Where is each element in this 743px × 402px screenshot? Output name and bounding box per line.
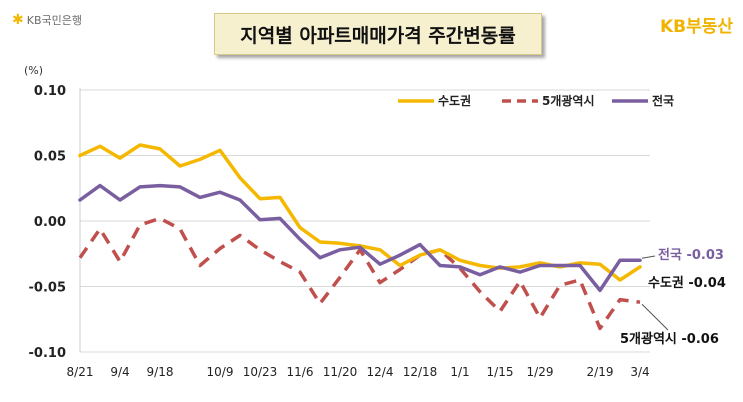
y-tick-label: 0.00 (34, 215, 66, 230)
x-tick-label: 10/23 (243, 365, 278, 379)
grid-lines (80, 89, 650, 353)
series-lines (78, 143, 642, 331)
legend-label-capital: 수도권 (438, 94, 471, 108)
y-tick-label: 0.10 (34, 84, 66, 99)
x-tick-label: 3/4 (630, 365, 649, 379)
y-tick-label: -0.10 (29, 346, 66, 361)
kb-bank-logo: ✱ KB국민은행 (12, 12, 82, 28)
y-tick-label: -0.05 (29, 281, 66, 296)
end-label-national: 전국 -0.03 (658, 247, 724, 263)
end-labels: 전국 -0.03 수도권 -0.04 5개광역시 -0.06 (620, 247, 726, 347)
x-tick-label: 8/21 (67, 365, 94, 379)
end-label-pointer-metro (641, 303, 669, 331)
legend-label-metro: 5개광역시 (542, 93, 595, 108)
series-line-national (78, 183, 642, 293)
x-tick-label: 11/6 (287, 365, 314, 379)
end-label-metro: 5개광역시 -0.06 (620, 331, 719, 347)
x-tick-label: 9/18 (147, 365, 174, 379)
chart-title-box: 지역별 아파트매매가격 주간변동률 (214, 13, 542, 55)
x-tick-label: 1/29 (527, 365, 554, 379)
y-tick-label: 0.05 (34, 150, 66, 165)
kb-realestate-logo: KB부동산 (659, 17, 733, 37)
y-unit-label: (%) (24, 64, 43, 77)
series-line-capital (78, 143, 642, 282)
end-label-capital: 수도권 -0.04 (648, 276, 726, 291)
chart-title: 지역별 아파트매매가격 주간변동률 (240, 24, 516, 47)
x-tick-label: 1/15 (487, 365, 514, 379)
x-tick-label: 9/4 (110, 365, 129, 379)
legend-label-national: 전국 (652, 93, 674, 108)
end-label-pointer-national (641, 255, 656, 259)
x-tick-label: 10/9 (207, 365, 234, 379)
axes: 0.10 0.05 0.00 -0.05 -0.10 (%) 8/21 9/4 9/18 10/9… (24, 64, 650, 379)
x-tick-label: 1/1 (450, 365, 469, 379)
series-line-metro (78, 216, 641, 331)
legend: 수도권 5개광역시 전국 (398, 93, 674, 108)
kb-star-icon: ✱ (12, 12, 24, 28)
x-tick-label: 12/18 (403, 365, 438, 379)
kb-bank-logo-text: KB국민은행 (26, 14, 82, 27)
x-tick-label: 11/20 (323, 365, 358, 379)
x-tick-label: 12/4 (367, 365, 394, 379)
x-tick-label: 2/19 (587, 365, 614, 379)
